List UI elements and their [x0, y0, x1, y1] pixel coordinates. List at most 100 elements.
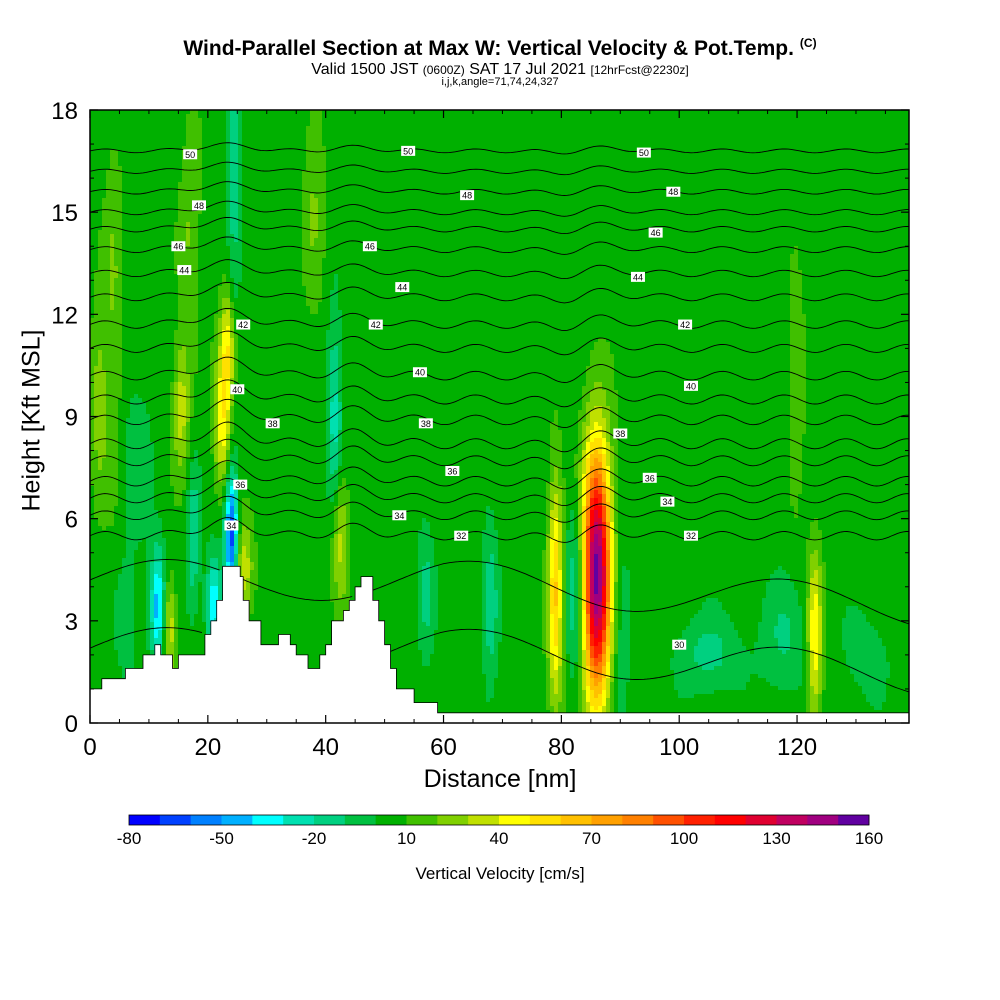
w-cell [562, 130, 567, 135]
w-cell [714, 134, 719, 139]
w-cell [110, 114, 115, 119]
w-cell [618, 130, 623, 135]
w-cell [882, 118, 887, 123]
w-cell [582, 126, 587, 131]
w-cell [526, 126, 531, 131]
w-cell [730, 122, 735, 127]
w-cell [374, 114, 379, 119]
w-cell [158, 130, 163, 135]
w-cell [794, 122, 799, 127]
w-cell [850, 126, 855, 131]
w-cell [386, 114, 391, 119]
w-cell [690, 122, 695, 127]
w-cell [706, 122, 711, 127]
w-cell [874, 122, 879, 127]
w-cell [98, 118, 103, 123]
w-cell [830, 118, 835, 123]
w-cell [554, 134, 559, 139]
w-cell [266, 118, 271, 123]
w-cell [662, 126, 667, 131]
w-cell [118, 134, 123, 139]
w-cell [254, 134, 259, 139]
w-cell [714, 118, 719, 123]
w-cell [626, 118, 631, 123]
w-cell [414, 122, 419, 127]
w-cell [114, 118, 119, 123]
w-cell [182, 122, 187, 127]
w-cell [118, 126, 123, 131]
w-cell [846, 126, 851, 131]
w-cell [454, 126, 459, 131]
w-cell [366, 118, 371, 123]
w-cell [274, 126, 279, 131]
w-cell [650, 118, 655, 123]
w-cell [414, 130, 419, 135]
w-cell [578, 114, 583, 119]
w-cell [218, 118, 223, 123]
w-cell [258, 118, 263, 123]
w-cell [462, 134, 467, 139]
w-cell [534, 130, 539, 135]
w-cell [894, 118, 899, 123]
w-cell [806, 114, 811, 119]
w-cell [754, 130, 759, 135]
w-cell [442, 130, 447, 135]
w-cell [610, 126, 615, 131]
w-cell [442, 122, 447, 127]
w-cell [150, 130, 155, 135]
w-cell [326, 130, 331, 135]
w-cell [226, 118, 231, 123]
w-cell [854, 126, 859, 131]
w-cell [834, 114, 839, 119]
w-cell [226, 134, 231, 139]
w-cell [206, 130, 211, 135]
w-cell [730, 114, 735, 119]
w-cell [214, 126, 219, 131]
w-cell [710, 130, 715, 135]
w-cell [306, 118, 311, 123]
w-cell [630, 134, 635, 139]
w-cell [98, 114, 103, 119]
w-cell [734, 118, 739, 123]
w-cell [454, 122, 459, 127]
w-cell [618, 122, 623, 127]
w-cell [430, 118, 435, 123]
w-cell [578, 134, 583, 139]
w-cell [130, 126, 135, 131]
w-cell [766, 122, 771, 127]
w-cell [394, 118, 399, 123]
w-cell [294, 134, 299, 139]
w-cell [198, 122, 203, 127]
w-cell [794, 114, 799, 119]
w-cell [382, 114, 387, 119]
w-cell [458, 130, 463, 135]
w-cell [126, 134, 131, 139]
w-cell [838, 114, 843, 119]
w-cell [810, 118, 815, 123]
w-cell [190, 122, 195, 127]
w-cell [682, 126, 687, 131]
w-cell [506, 126, 511, 131]
w-cell [474, 122, 479, 127]
w-cell [162, 130, 167, 135]
w-cell [318, 114, 323, 119]
w-cell [326, 122, 331, 127]
w-cell [246, 118, 251, 123]
w-cell [494, 118, 499, 123]
w-cell [802, 126, 807, 131]
w-cell [546, 118, 551, 123]
w-cell [894, 126, 899, 131]
w-cell [298, 114, 303, 119]
w-cell [686, 114, 691, 119]
w-cell [226, 114, 231, 119]
w-cell [826, 118, 831, 123]
w-cell [658, 114, 663, 119]
w-cell [174, 118, 179, 123]
w-cell [94, 114, 99, 119]
w-cell [614, 122, 619, 127]
w-cell [746, 118, 751, 123]
w-cell [350, 114, 355, 119]
w-cell [94, 122, 99, 127]
w-cell [542, 114, 547, 119]
w-cell [762, 122, 767, 127]
